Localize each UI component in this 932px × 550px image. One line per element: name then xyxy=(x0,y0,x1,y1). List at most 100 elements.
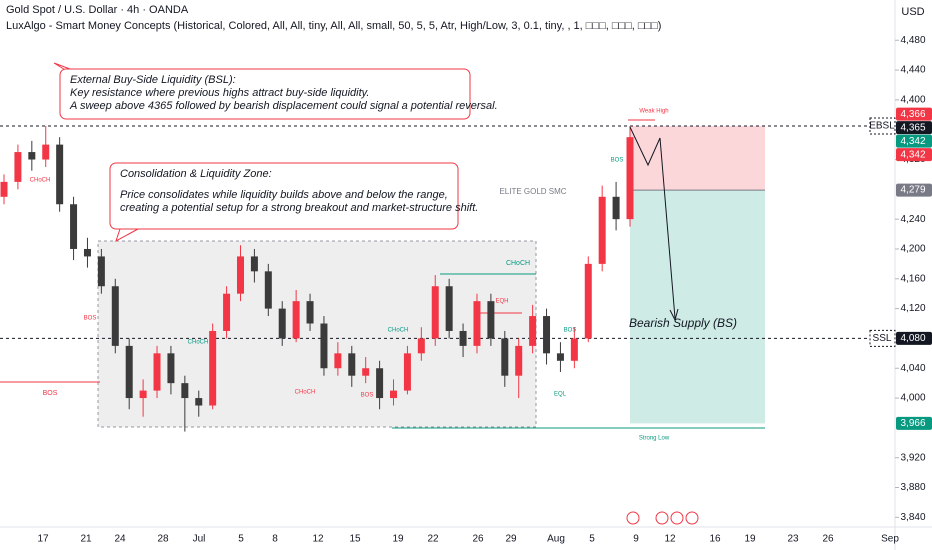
price-tag-label: 4,279 xyxy=(900,185,925,196)
candle-body xyxy=(56,144,64,205)
chart-label: CHoCH xyxy=(388,328,409,334)
price-tag xyxy=(896,183,932,197)
note-box xyxy=(59,68,471,120)
candle-body xyxy=(223,293,231,331)
arrow-head xyxy=(669,308,679,322)
chart-label: BOS xyxy=(611,158,624,164)
candle-body xyxy=(543,316,551,354)
candle-body xyxy=(473,301,481,346)
candle-body xyxy=(83,248,91,257)
candle-body xyxy=(278,308,286,339)
chart-label: BOS xyxy=(84,316,97,322)
projection-arrow xyxy=(629,126,676,319)
event-icon xyxy=(685,511,699,525)
note-line: creating a potential setup for a strong … xyxy=(120,202,478,214)
candle-body xyxy=(334,353,342,369)
chart-label: EQH xyxy=(495,299,508,305)
indicator-title: LuxAlgo - Smart Money Concepts (Historic… xyxy=(6,20,661,32)
x-tick-label: Jul xyxy=(193,534,206,545)
chart-label: BOS xyxy=(43,390,58,397)
candle-body xyxy=(153,353,161,391)
chart-label: CHoCH xyxy=(295,390,316,396)
price-tag xyxy=(896,121,932,135)
currency: USD xyxy=(901,6,924,18)
x-tick-label: 5 xyxy=(238,534,244,545)
candle-body xyxy=(515,345,523,376)
x-tick-label: 17 xyxy=(37,534,49,545)
level-label: SSL xyxy=(873,333,892,344)
chart-label: CHoCH xyxy=(188,340,209,346)
note-title: External Buy-Side Liquidity (BSL): xyxy=(70,74,236,86)
event-icon xyxy=(626,511,640,525)
y-tick-label: 4,120 xyxy=(900,303,925,314)
candle-body xyxy=(195,398,203,406)
candle-body xyxy=(417,338,425,354)
y-tick-label: 4,200 xyxy=(900,244,925,255)
y-tick-label: 4,440 xyxy=(900,65,925,76)
candle-body xyxy=(292,301,300,339)
candle-body xyxy=(612,196,620,220)
candle-body xyxy=(320,323,328,369)
chart-label: BOS xyxy=(361,393,374,399)
candle-body xyxy=(584,263,592,339)
candle-body xyxy=(390,390,398,399)
note-title: Consolidation & Liquidity Zone: xyxy=(120,168,272,180)
stop-zone xyxy=(630,125,765,191)
y-tick-label: 3,920 xyxy=(900,452,925,463)
price-tag xyxy=(896,331,932,345)
candle-body xyxy=(431,286,439,339)
candle-body xyxy=(28,152,36,160)
x-tick-label: 26 xyxy=(472,534,484,545)
price-tag-label: 4,080 xyxy=(900,333,925,344)
price-tag-label: 4,365 xyxy=(900,122,925,133)
candle-body xyxy=(264,271,272,309)
candle-body xyxy=(167,353,175,384)
candle-body xyxy=(209,330,217,406)
candle-body xyxy=(0,181,8,197)
note-pointer xyxy=(115,228,139,243)
x-tick-label: 21 xyxy=(80,534,92,545)
x-tick-label: 12 xyxy=(664,534,676,545)
consolidation-zone xyxy=(97,240,537,428)
watermark: ELITE GOLD SMC xyxy=(499,187,566,196)
chart-label: EQL xyxy=(554,392,567,398)
chart-label: Bearish Supply (BS) xyxy=(629,316,737,330)
candle-body xyxy=(236,256,244,294)
x-tick-label: 16 xyxy=(709,534,721,545)
x-tick-label: 26 xyxy=(822,534,834,545)
x-tick-label: 15 xyxy=(349,534,361,545)
candle-body xyxy=(598,196,606,264)
plot: 4,4804,4404,4004,3204,2404,2004,1604,120… xyxy=(0,35,932,545)
candle-body xyxy=(626,137,634,220)
x-tick-label: 8 xyxy=(272,534,278,545)
candle-body xyxy=(70,204,78,249)
y-tick-label: 3,840 xyxy=(900,512,925,523)
x-tick-label: 23 xyxy=(787,534,799,545)
candle-body xyxy=(556,353,564,361)
candle-body xyxy=(125,345,133,399)
x-tick-label: 12 xyxy=(312,534,324,545)
x-tick-label: 19 xyxy=(744,534,756,545)
chart-label: CHoCH xyxy=(506,260,530,267)
level-tag xyxy=(869,117,896,135)
chart-label: CHoCH xyxy=(30,178,51,184)
price-tag-label: 4,342 xyxy=(900,136,925,147)
candle-body xyxy=(348,353,356,376)
price-tag xyxy=(896,148,932,162)
price-tag xyxy=(896,107,932,121)
candle-body xyxy=(403,353,411,391)
note-line: Key resistance where previous highs attr… xyxy=(70,87,369,99)
event-icon xyxy=(655,511,669,525)
candle-body xyxy=(487,301,495,339)
candle-body xyxy=(42,144,50,160)
price-tag xyxy=(896,134,932,148)
candle-body xyxy=(501,338,509,376)
y-tick-label: 4,240 xyxy=(900,214,925,225)
x-tick-label: Sep xyxy=(881,534,899,545)
target-zone xyxy=(630,190,765,424)
x-tick-label: 28 xyxy=(157,534,169,545)
candle-body xyxy=(181,383,189,399)
level-tag xyxy=(869,329,896,347)
